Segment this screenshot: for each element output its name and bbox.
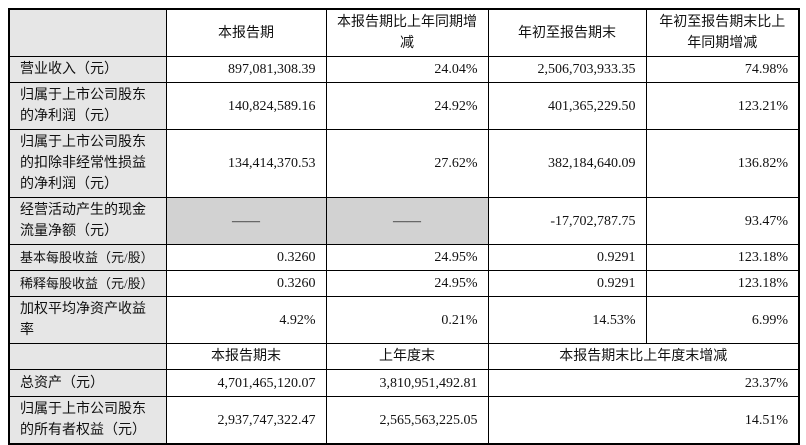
value-ytd: 382,184,640.09 xyxy=(487,129,647,198)
value-end-of-period: 2,937,747,322.47 xyxy=(165,396,327,445)
value-end-of-period: 4,701,465,120.07 xyxy=(165,369,327,397)
value-current-period-yoy-na: —— xyxy=(325,197,489,245)
value-current-period-yoy: 0.21% xyxy=(325,296,489,344)
blank-header-cell xyxy=(8,8,167,57)
financial-summary-table: 本报告期 本报告期比上年同期增减 年初至报告期末 年初至报告期末比上年同期增减 … xyxy=(8,8,800,445)
period-header-row: 本报告期 本报告期比上年同期增减 年初至报告期末 年初至报告期末比上年同期增减 xyxy=(8,8,800,57)
value-ytd-yoy: 123.18% xyxy=(645,270,800,297)
value-ytd: 0.9291 xyxy=(487,270,647,297)
col-header-ytd: 年初至报告期末 xyxy=(487,8,647,57)
table-row-net-profit-excl-nonrecurring: 归属于上市公司股东的扣除非经常性损益的净利润（元） 134,414,370.53… xyxy=(8,129,800,198)
value-ytd-yoy: 123.21% xyxy=(645,82,800,130)
col-header-ytd-yoy: 年初至报告期末比上年同期增减 xyxy=(645,8,800,57)
metric-label: 营业收入（元） xyxy=(8,56,167,83)
metric-label: 稀释每股收益（元/股） xyxy=(8,270,167,297)
table-row-total-assets: 总资产（元） 4,701,465,120.07 3,810,951,492.81… xyxy=(8,369,800,397)
value-ytd-yoy: 123.18% xyxy=(645,244,800,271)
col-header-end-of-prior-year: 上年度末 xyxy=(325,343,489,370)
table-row-diluted-eps: 稀释每股收益（元/股） 0.3260 24.95% 0.9291 123.18% xyxy=(8,270,800,297)
value-ytd: 14.53% xyxy=(487,296,647,344)
value-current-period: 140,824,589.16 xyxy=(165,82,327,130)
value-ytd-yoy: 74.98% xyxy=(645,56,800,83)
value-ytd-yoy: 136.82% xyxy=(645,129,800,198)
table-row-weighted-avg-roe: 加权平均净资产收益率 4.92% 0.21% 14.53% 6.99% xyxy=(8,296,800,344)
value-current-period-yoy: 24.92% xyxy=(325,82,489,130)
table-row-equity-attributable-to-shareholders: 归属于上市公司股东的所有者权益（元） 2,937,747,322.47 2,56… xyxy=(8,396,800,445)
metric-label: 归属于上市公司股东的所有者权益（元） xyxy=(8,396,167,445)
metric-label: 总资产（元） xyxy=(8,369,167,397)
blank-header-cell xyxy=(8,343,167,370)
value-current-period: 134,414,370.53 xyxy=(165,129,327,198)
metric-label: 归属于上市公司股东的净利润（元） xyxy=(8,82,167,130)
value-current-period: 0.3260 xyxy=(165,270,327,297)
col-header-current-period-yoy: 本报告期比上年同期增减 xyxy=(325,8,489,57)
value-ytd: -17,702,787.75 xyxy=(487,197,647,245)
value-current-period: 4.92% xyxy=(165,296,327,344)
value-change: 23.37% xyxy=(487,369,800,397)
value-current-period-yoy: 24.95% xyxy=(325,244,489,271)
metric-label: 基本每股收益（元/股） xyxy=(8,244,167,271)
col-header-end-of-period: 本报告期末 xyxy=(165,343,327,370)
metric-label: 归属于上市公司股东的扣除非经常性损益的净利润（元） xyxy=(8,129,167,198)
value-current-period: 0.3260 xyxy=(165,244,327,271)
value-end-of-prior-year: 2,565,563,225.05 xyxy=(325,396,489,445)
value-end-of-prior-year: 3,810,951,492.81 xyxy=(325,369,489,397)
value-ytd-yoy: 93.47% xyxy=(645,197,800,245)
col-header-current-period: 本报告期 xyxy=(165,8,327,57)
position-header-row: 本报告期末 上年度末 本报告期末比上年度末增减 xyxy=(8,343,800,370)
value-change: 14.51% xyxy=(487,396,800,445)
value-current-period-yoy: 24.95% xyxy=(325,270,489,297)
value-current-period-yoy: 27.62% xyxy=(325,129,489,198)
table-row-operating-revenue: 营业收入（元） 897,081,308.39 24.04% 2,506,703,… xyxy=(8,56,800,83)
metric-label: 经营活动产生的现金流量净额（元） xyxy=(8,197,167,245)
col-header-period-vs-prior-year-change: 本报告期末比上年度末增减 xyxy=(487,343,800,370)
table-row-net-profit: 归属于上市公司股东的净利润（元） 140,824,589.16 24.92% 4… xyxy=(8,82,800,130)
value-ytd: 0.9291 xyxy=(487,244,647,271)
value-ytd-yoy: 6.99% xyxy=(645,296,800,344)
value-ytd: 2,506,703,933.35 xyxy=(487,56,647,83)
metric-label: 加权平均净资产收益率 xyxy=(8,296,167,344)
value-current-period-yoy: 24.04% xyxy=(325,56,489,83)
table-row-operating-cash-flow: 经营活动产生的现金流量净额（元） —— —— -17,702,787.75 93… xyxy=(8,197,800,245)
value-current-period: 897,081,308.39 xyxy=(165,56,327,83)
value-current-period-na: —— xyxy=(165,197,327,245)
value-ytd: 401,365,229.50 xyxy=(487,82,647,130)
table-row-basic-eps: 基本每股收益（元/股） 0.3260 24.95% 0.9291 123.18% xyxy=(8,244,800,271)
